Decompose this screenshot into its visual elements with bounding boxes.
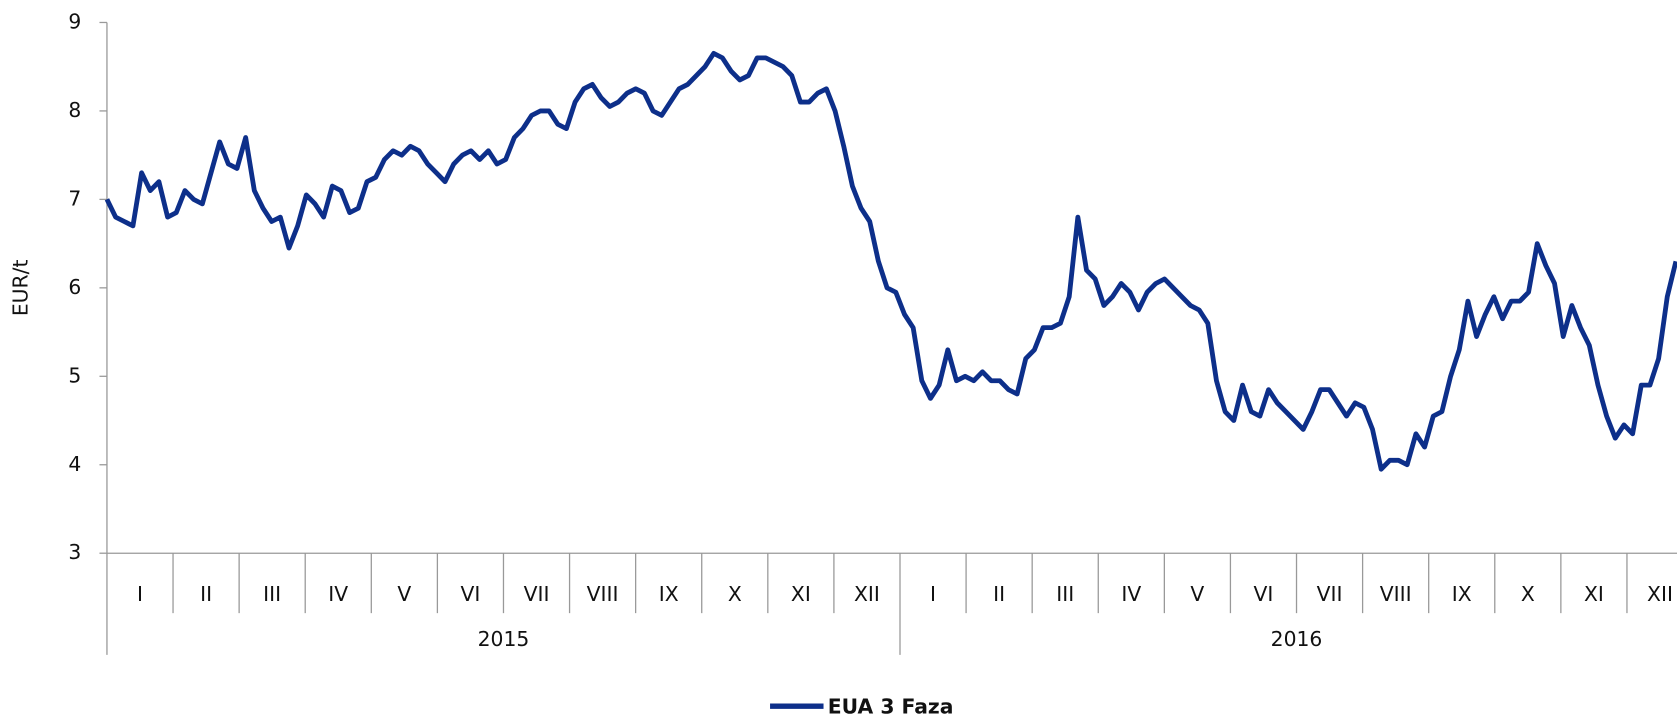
month-label: III <box>263 582 281 606</box>
month-label: II <box>993 582 1005 606</box>
month-label: II <box>200 582 212 606</box>
month-label: III <box>1056 582 1074 606</box>
y-tick-label: 6 <box>68 275 81 299</box>
month-label: I <box>930 582 936 606</box>
month-label: XII <box>854 582 880 606</box>
month-label: I <box>137 582 143 606</box>
month-label: IV <box>328 582 348 606</box>
month-label: VI <box>460 582 480 606</box>
month-label: X <box>728 582 742 606</box>
y-tick-label: 7 <box>68 186 81 210</box>
month-label: IX <box>659 582 679 606</box>
month-label: V <box>397 582 411 606</box>
y-tick-label: 3 <box>68 540 81 564</box>
month-label: VI <box>1254 582 1274 606</box>
y-tick-label: 8 <box>68 98 81 122</box>
month-label: VII <box>1317 582 1343 606</box>
month-label: XI <box>1584 582 1604 606</box>
legend-label: EUA 3 Faza <box>828 694 954 718</box>
month-label: V <box>1190 582 1204 606</box>
month-label: VIII <box>1380 582 1412 606</box>
month-label: VII <box>524 582 550 606</box>
series-line <box>104 50 1677 472</box>
month-label: XII <box>1647 582 1673 606</box>
year-label: 2016 <box>1271 627 1323 651</box>
month-label: IX <box>1452 582 1472 606</box>
y-tick-label: 5 <box>68 363 81 387</box>
month-label: IV <box>1121 582 1141 606</box>
month-label: X <box>1521 582 1535 606</box>
y-tick-label: 4 <box>68 452 81 476</box>
y-axis-label: EUR/t <box>8 259 32 316</box>
month-label: XI <box>791 582 811 606</box>
y-tick-label: 9 <box>68 9 81 33</box>
month-label: VIII <box>587 582 619 606</box>
year-label: 2015 <box>478 627 530 651</box>
